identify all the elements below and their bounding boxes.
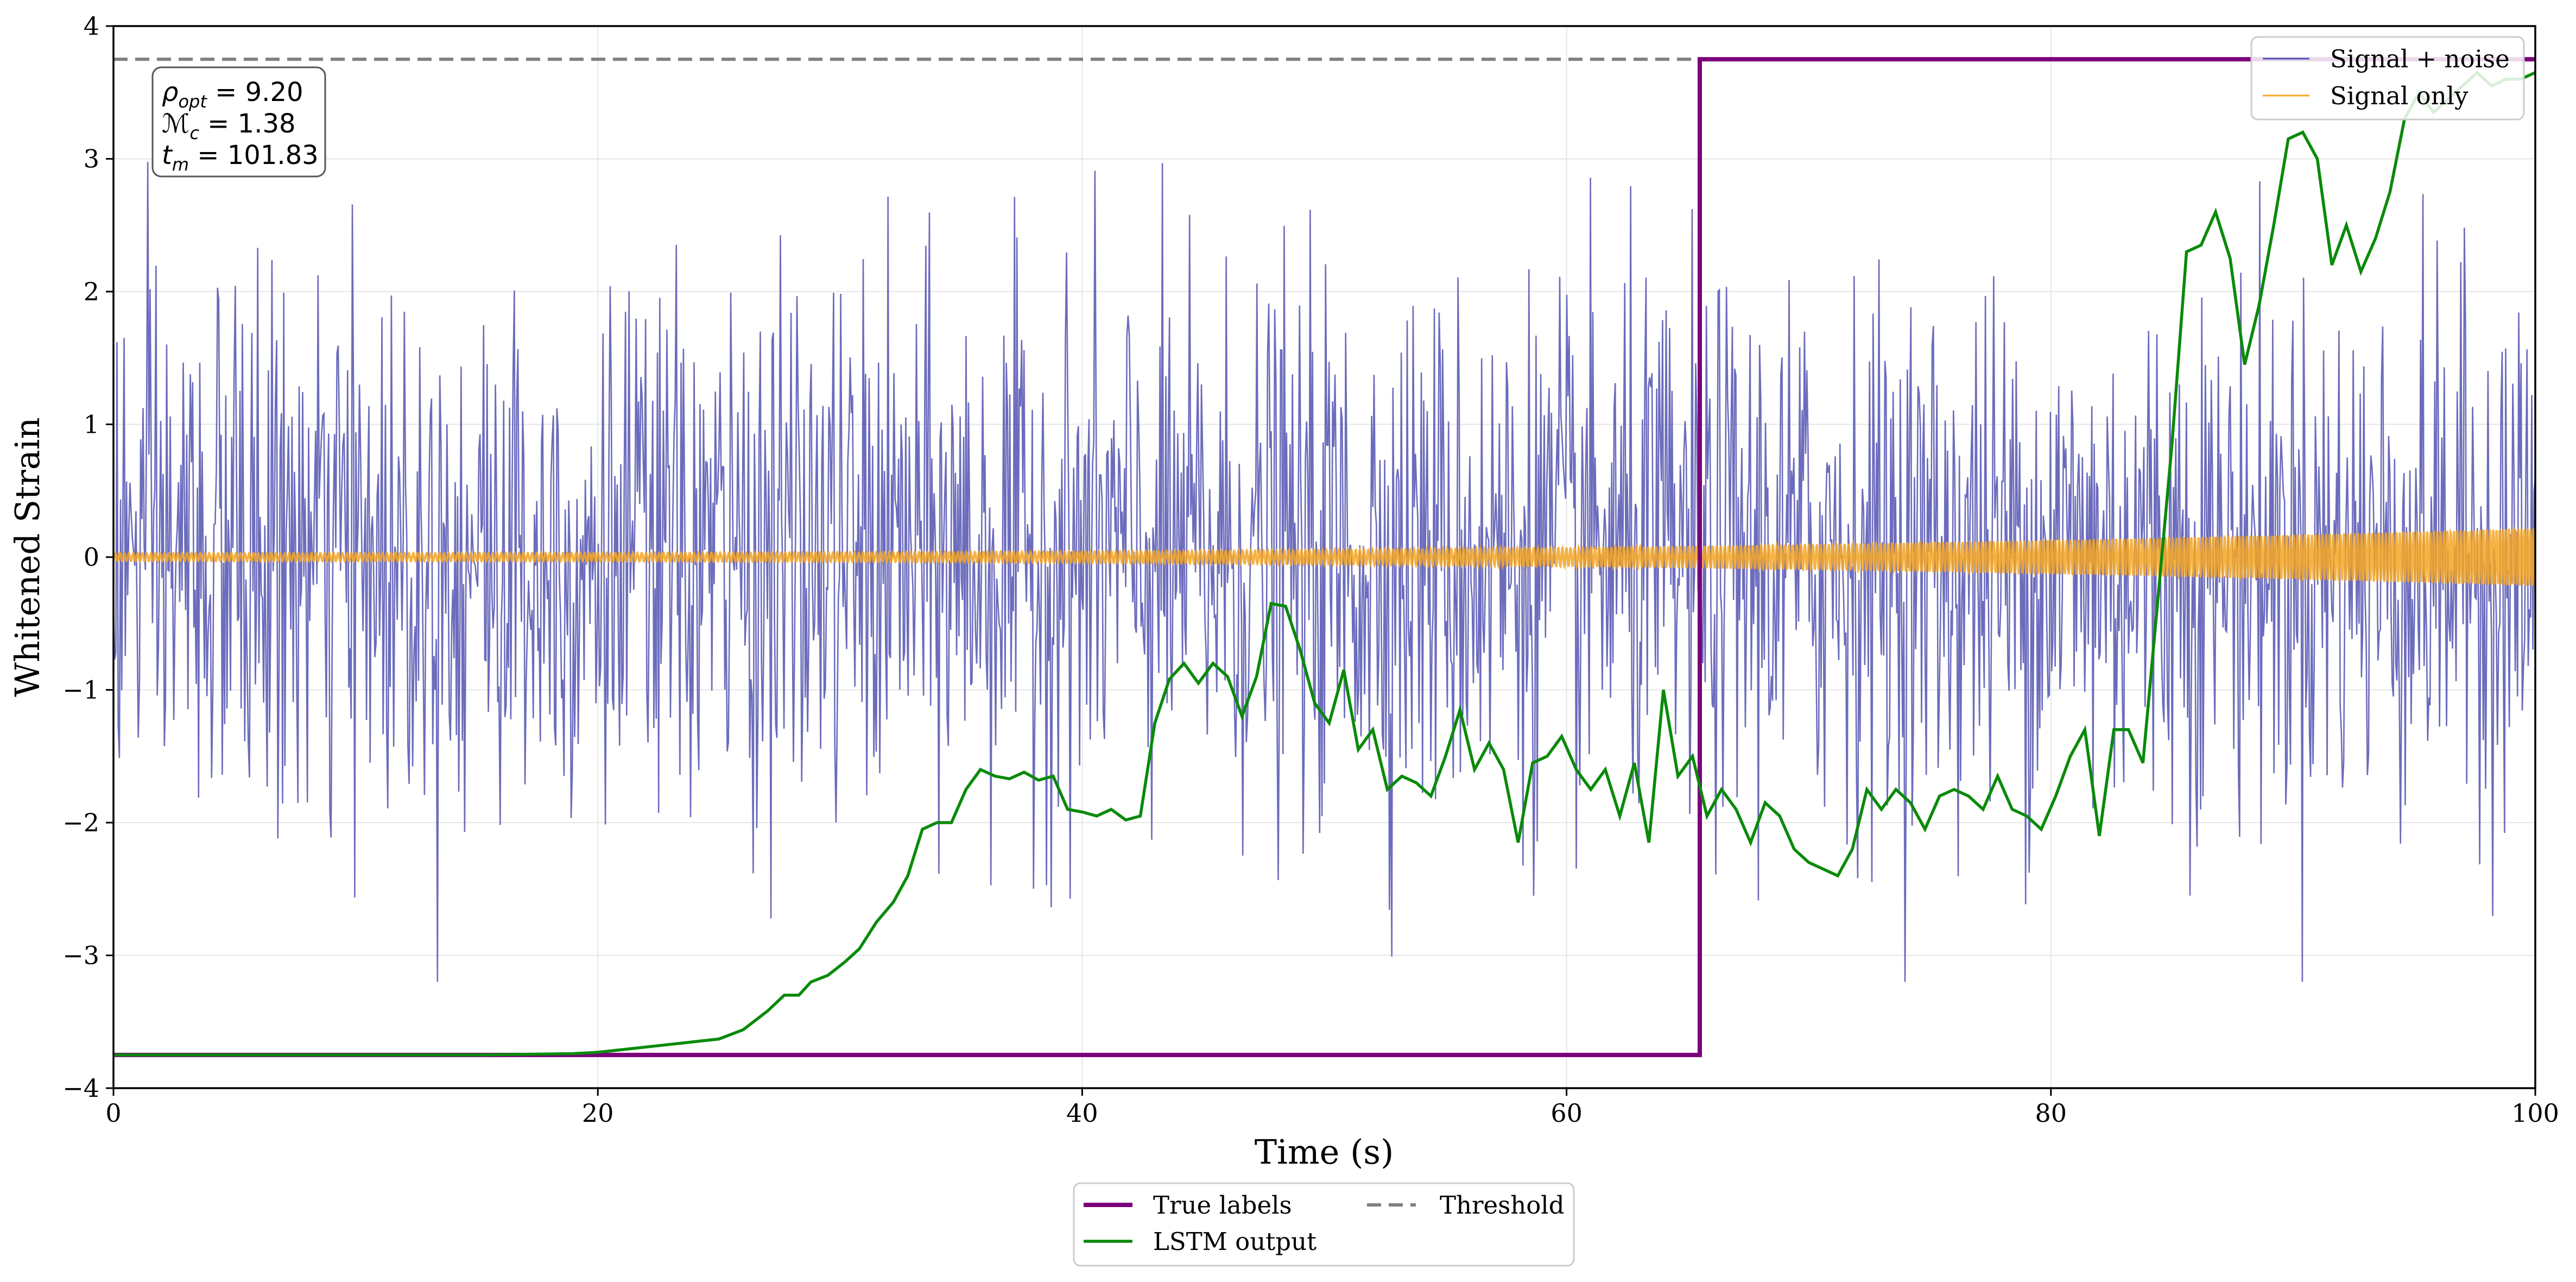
legend-upper-frame	[2250, 36, 2525, 121]
lstm-output-line	[113, 70, 2535, 1057]
legend-label-signal-noise: Signal + noise	[2330, 45, 2510, 73]
y-tick-label: 3	[84, 144, 99, 174]
x-axis-label: Time (s)	[1255, 1132, 1394, 1172]
legend-upper: Signal + noise Signal only	[2250, 36, 2525, 121]
y-tick-label: 1	[84, 410, 99, 439]
y-tick-label: 4	[84, 11, 99, 41]
x-tick-label: 100	[2511, 1098, 2559, 1128]
info-box: ρopt = 9.20 ℳc = 1.38 tm = 101.83	[151, 66, 326, 178]
legend-label-threshold: Threshold	[1440, 1191, 1565, 1220]
y-tick-label: −2	[62, 808, 99, 837]
y-axis: −4 −3 −2 −1 0 1 2 3 4	[62, 11, 113, 1103]
legend-label-true-labels: True labels	[1153, 1191, 1292, 1220]
x-axis: 0 20 40 60 80 100	[105, 1088, 2559, 1128]
info-rho: ρopt = 9.20	[162, 77, 303, 112]
signal-plus-noise-line	[113, 162, 2535, 982]
info-chirp-mass: ℳc = 1.38	[162, 109, 296, 143]
legend-lower: True labels LSTM output Threshold	[1073, 1182, 1575, 1267]
info-merger-time: tm = 101.83	[162, 140, 319, 175]
x-tick-label: 60	[1550, 1098, 1583, 1128]
legend-label-signal-only: Signal only	[2330, 81, 2469, 110]
x-tick-label: 0	[105, 1098, 121, 1128]
x-tick-label: 40	[1066, 1098, 1098, 1128]
plot-area	[113, 57, 2535, 1057]
y-tick-label: −1	[62, 675, 99, 705]
legend-lower-frame	[1073, 1182, 1575, 1267]
x-tick-label: 80	[2035, 1098, 2067, 1128]
legend-label-lstm-output: LSTM output	[1153, 1227, 1317, 1256]
info-box-frame	[151, 66, 326, 178]
true-labels-line	[113, 57, 2535, 1057]
y-axis-label: Whitened Strain	[8, 418, 47, 697]
y-tick-label: 2	[84, 277, 99, 306]
y-tick-label: 0	[84, 542, 99, 572]
x-tick-label: 20	[582, 1098, 614, 1128]
y-tick-label: −4	[62, 1073, 99, 1103]
signal-only-line	[113, 526, 2535, 587]
y-tick-label: −3	[62, 941, 99, 970]
